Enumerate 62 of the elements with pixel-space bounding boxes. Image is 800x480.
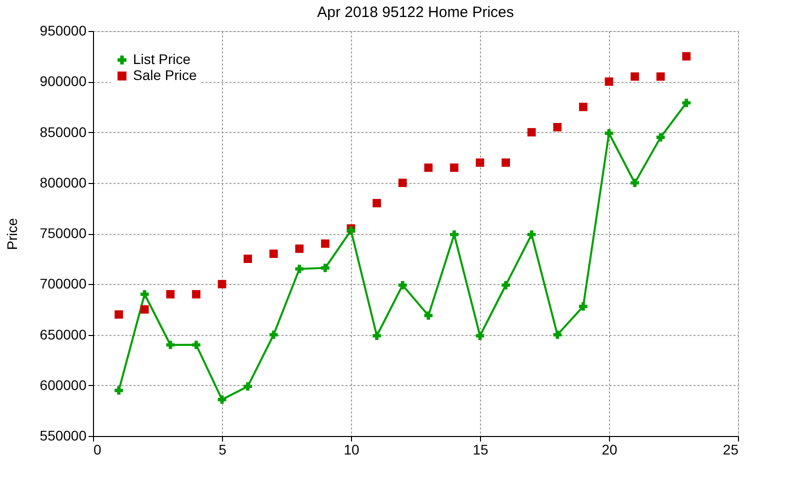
point: [682, 98, 691, 108]
point: [553, 330, 562, 339]
point: [372, 198, 381, 208]
point: [682, 52, 691, 60]
point: [192, 340, 200, 350]
point: [269, 250, 278, 258]
point: [114, 310, 123, 319]
y-tick-label: 950000: [40, 22, 87, 38]
x-tick-label: 15: [472, 442, 488, 458]
point: [424, 164, 433, 172]
point: [140, 305, 149, 314]
point: [604, 77, 614, 86]
y-tick-label: 900000: [40, 73, 87, 90]
x-tick-label: 10: [344, 442, 360, 458]
legend-label: Sale Price: [133, 67, 198, 83]
x-tick-label: 25: [722, 442, 739, 458]
point: [244, 254, 252, 263]
x-tick-label: 5: [218, 442, 227, 458]
point: [295, 244, 304, 253]
point: [114, 386, 123, 395]
y-tick-label: 850000: [40, 124, 87, 140]
y-tick-label: 750000: [40, 225, 87, 241]
point: [166, 290, 175, 298]
point: [630, 178, 639, 188]
point: [630, 72, 639, 81]
point: [656, 72, 665, 81]
y-tick-label: 800000: [40, 174, 87, 190]
point: [502, 158, 510, 167]
y-tick-label: 650000: [40, 326, 87, 342]
point: [140, 290, 149, 298]
point: [192, 290, 200, 298]
point: [604, 129, 614, 138]
point: [579, 102, 588, 112]
point: [218, 280, 226, 288]
x-tick-label: 0: [94, 442, 102, 458]
point: [476, 158, 484, 167]
point: [244, 382, 252, 391]
point: [321, 239, 330, 248]
point: [656, 133, 665, 142]
point: [269, 330, 278, 339]
point: [424, 311, 433, 320]
x-tick-label: 20: [602, 442, 618, 458]
y-tick-label: 550000: [40, 428, 87, 444]
point: [450, 164, 458, 172]
point: [166, 340, 175, 350]
point: [502, 280, 510, 290]
point: [579, 302, 588, 311]
point: [476, 332, 484, 340]
point: [527, 128, 536, 136]
point: [321, 264, 330, 272]
point: [553, 123, 562, 132]
y-axis-title: Price: [4, 218, 20, 250]
point: [398, 280, 407, 290]
point: [372, 332, 381, 340]
point: [450, 230, 458, 239]
point: [527, 230, 536, 239]
y-tick-label: 700000: [40, 276, 87, 292]
legend-label: List Price: [133, 51, 191, 67]
y-tick-label: 600000: [40, 376, 87, 393]
point: [295, 264, 304, 274]
chart-title: Apr 2018 95122 Home Prices: [317, 4, 514, 21]
point: [398, 178, 407, 188]
